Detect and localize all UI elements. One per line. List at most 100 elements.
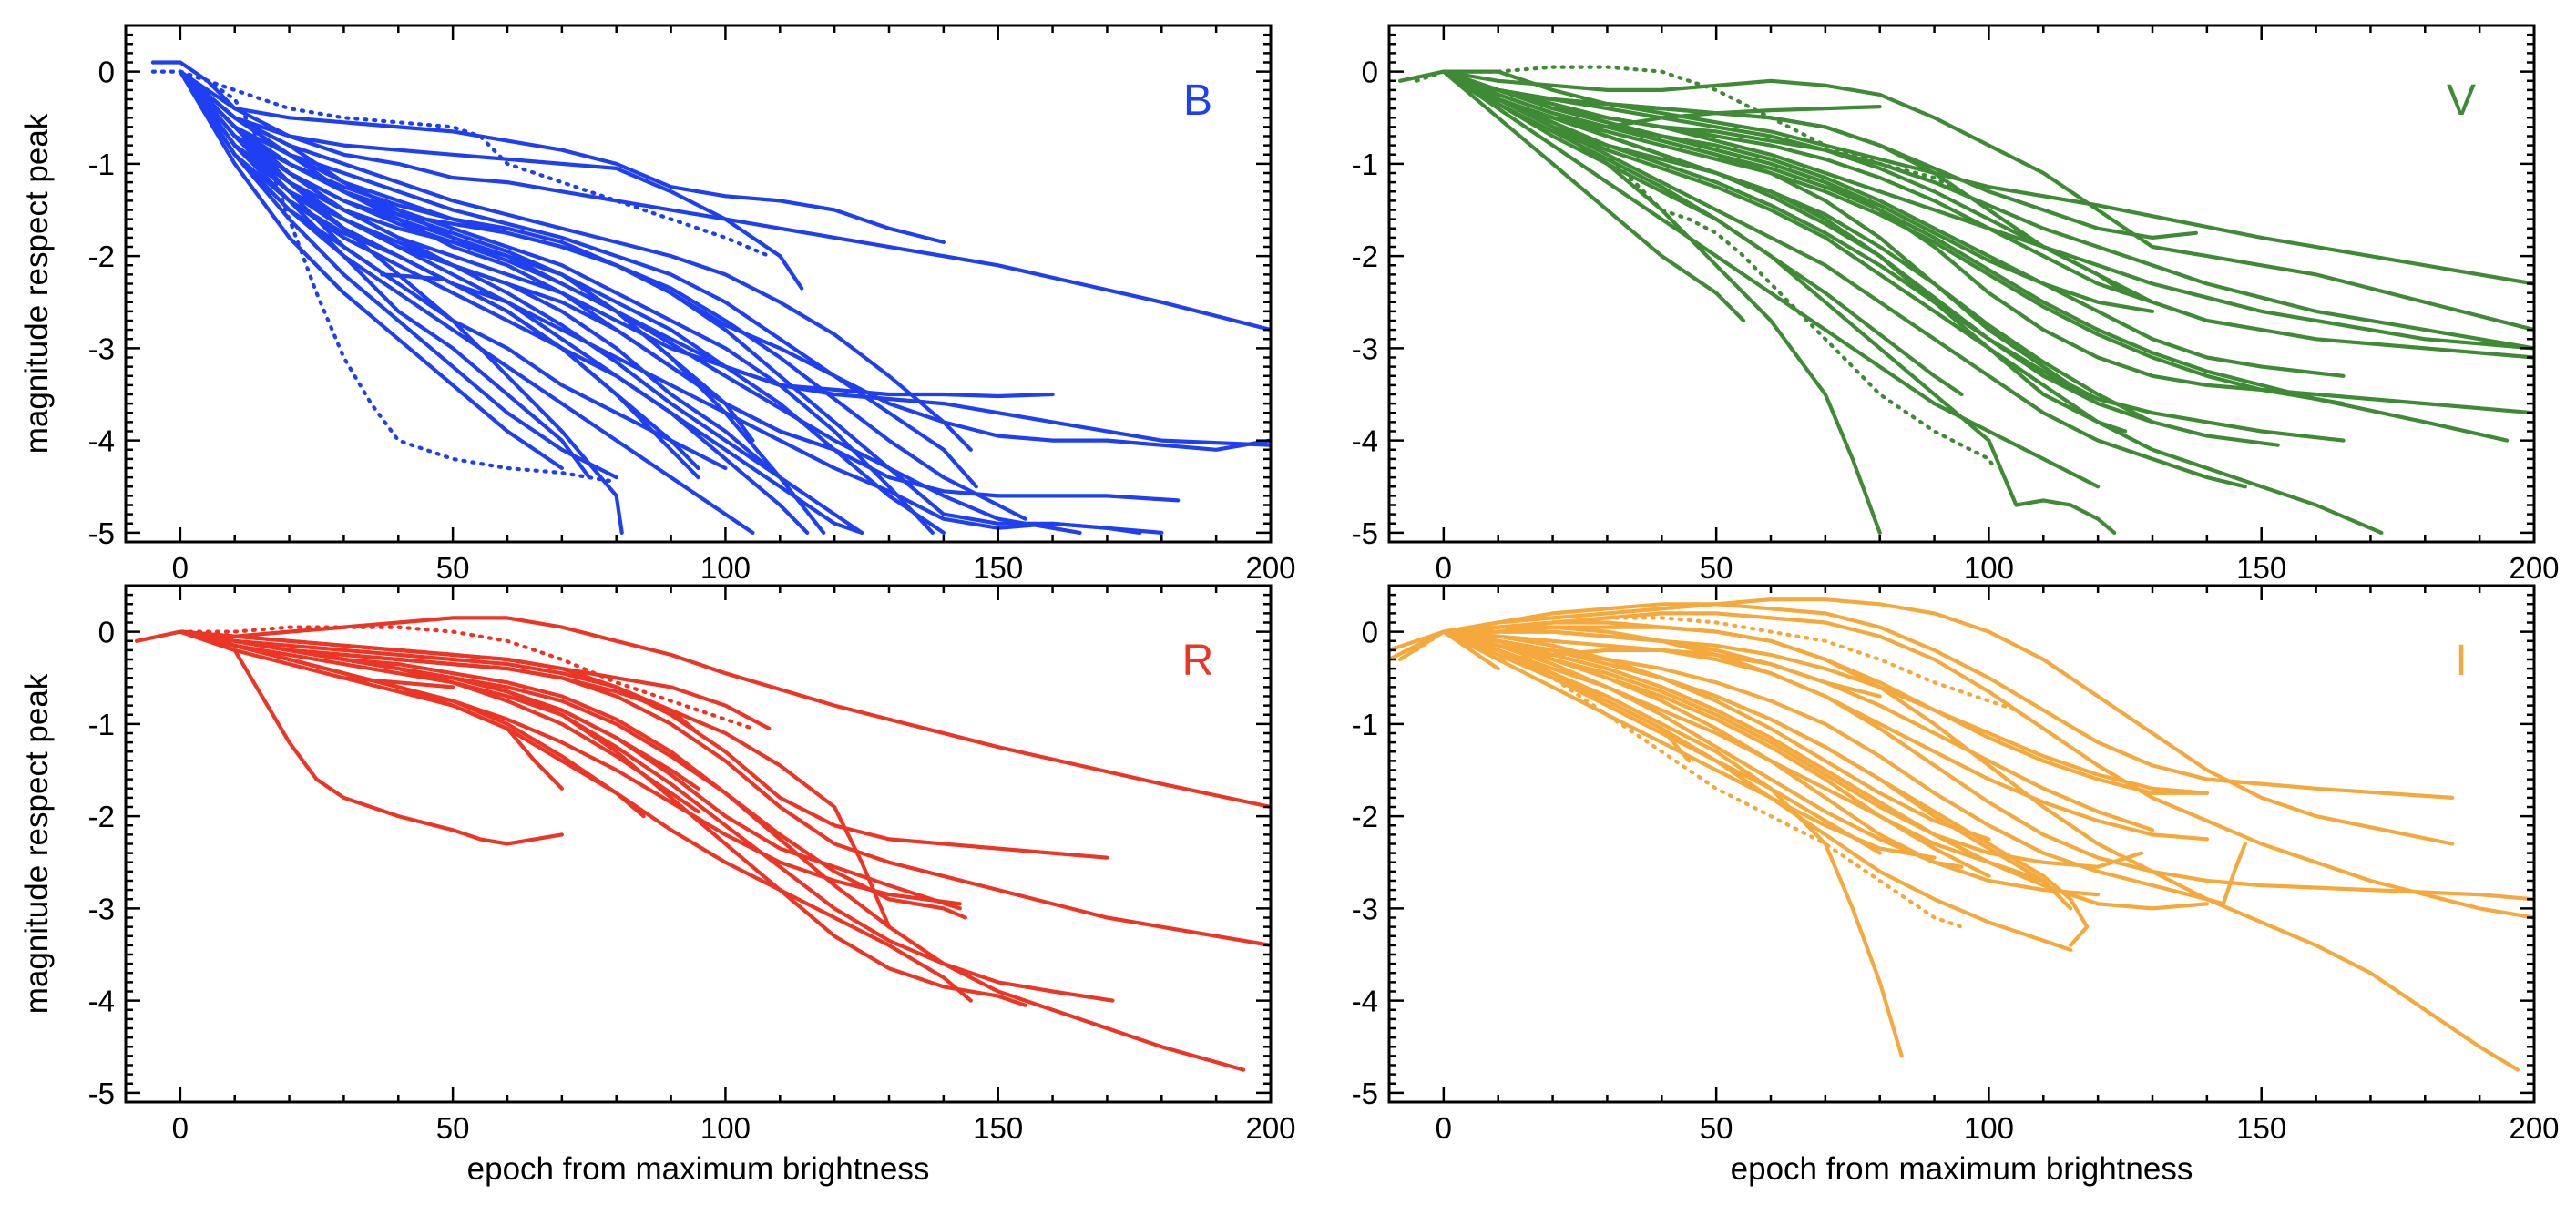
light-curve-b-31: [178, 69, 864, 535]
y-tick-label: -3: [1352, 332, 1378, 365]
light-curve-b-29: [178, 69, 978, 489]
x-tick-label: 0: [172, 551, 189, 585]
light-curve-i-26: [1441, 629, 1692, 763]
light-curve-i-15: [1441, 620, 2209, 795]
x-tick-label: 200: [1245, 551, 1295, 585]
light-curve-b-30: [178, 69, 1082, 535]
light-curve-r-16: [178, 629, 1027, 1007]
x-tick-label: 100: [1964, 551, 2014, 585]
light-curve-i-21: [1441, 629, 1964, 869]
y-tick-label: -3: [88, 892, 115, 925]
light-curve-v-19: [1441, 69, 2155, 304]
x-tick-label: 200: [2509, 551, 2559, 585]
y-tick-label: -3: [1352, 892, 1378, 925]
light-curve-v-25: [1441, 69, 2073, 387]
curves: [150, 60, 1271, 535]
x-tick-label: 0: [1436, 551, 1452, 585]
light-curve-i-16: [1441, 629, 2046, 883]
x-tick-label: 150: [973, 1111, 1023, 1145]
light-curve-i-24: [1441, 625, 2209, 842]
y-tick-label: -5: [1352, 1077, 1378, 1110]
light-curve-v-28: [1605, 105, 1882, 129]
y-tick-label: -1: [88, 708, 115, 741]
x-tick-label: 100: [700, 1111, 751, 1145]
y-tick-label: -2: [88, 800, 115, 833]
light-curve-v-18: [1441, 69, 2101, 489]
light-curve-v-3: [1441, 69, 2534, 332]
x-tick-label: 200: [2509, 1111, 2559, 1145]
x-axis-label: epoch from maximum brightness: [1731, 1151, 2193, 1187]
y-tick-label: -1: [1352, 708, 1378, 741]
light-curve-r-7: [178, 629, 564, 846]
light-curve-r-0: [178, 625, 755, 730]
y-tick-label: -2: [88, 240, 115, 273]
light-curve-r-18: [178, 629, 564, 791]
light-curve-b-33: [178, 69, 1027, 521]
light-curve-i-13: [1441, 629, 2073, 911]
light-curve-i-2: [1389, 602, 2455, 800]
x-tick-label: 50: [436, 551, 470, 585]
light-curve-v-26: [1441, 69, 2198, 240]
light-curve-v-8: [1441, 69, 2117, 535]
light-curve-i-25: [1441, 629, 1991, 842]
curves: [134, 616, 1271, 1072]
light-curve-b-28: [380, 272, 445, 281]
y-tick-label: -4: [1352, 424, 1378, 458]
panel-i-band: 0 50 100 150 200 0 -1 -2 -3 -4 -5 epoch from maximu…: [1352, 584, 2560, 1187]
light-curve-r-13: [178, 629, 772, 730]
x-tick-label: 0: [1436, 1111, 1452, 1145]
x-tick-label: 200: [1245, 1111, 1295, 1145]
curves: [1389, 597, 2534, 1072]
y-tick-label: -4: [88, 985, 115, 1018]
light-curve-b-26: [178, 69, 564, 471]
light-curve-v-27: [1441, 69, 2128, 434]
axis-ticks: [124, 584, 1273, 1104]
light-curve-b-2: [150, 60, 1271, 332]
light-curve-r-12: [178, 629, 700, 736]
axis-ticks: [1387, 584, 2536, 1104]
light-curve-r-19: [342, 676, 455, 689]
light-curve-i-28: [1496, 648, 1882, 699]
light-curve-i-6: [1441, 629, 2534, 902]
y-tick-label: -2: [1352, 240, 1378, 273]
light-curve-v-20: [1441, 69, 2155, 415]
light-curve-r-5: [178, 629, 1246, 1072]
curves: [1397, 65, 2534, 535]
light-curve-v-4: [1441, 69, 2534, 360]
light-curve-v-7: [1441, 69, 2247, 489]
x-tick-label: 150: [2236, 1111, 2286, 1145]
panel-r-band: 0 50 100 150 200 0 -1 -2 -3 -4 -5 magnitude respect…: [19, 584, 1296, 1187]
light-curve-b-24: [178, 69, 618, 480]
y-tick-label: 0: [98, 56, 115, 89]
light-curve-b-7: [178, 69, 1271, 452]
light-curve-v-21: [1441, 69, 1964, 397]
x-tick-label: 100: [1964, 1111, 2014, 1145]
light-curve-v-2: [1397, 69, 2534, 286]
y-tick-label: 0: [1362, 56, 1378, 89]
light-curve-b-32: [178, 69, 700, 471]
light-curve-b-22: [178, 69, 591, 480]
band-label: R: [1182, 637, 1214, 685]
y-tick-label: -5: [88, 1077, 115, 1110]
light-curve-i-5: [1441, 625, 2520, 1072]
y-tick-label: -4: [88, 424, 115, 458]
light-curve-i-27: [1441, 629, 1500, 671]
light-curve-r-1: [134, 616, 1271, 810]
light-curve-b-21: [178, 69, 973, 452]
panel-b-band: 0 50 100 150 200 0 -1 -2 -3 -4 -5 magnitude respect…: [19, 24, 1296, 585]
y-tick-label: -2: [1352, 800, 1378, 833]
light-curve-i-17: [1441, 629, 2019, 873]
light-curve-b-0: [150, 69, 618, 485]
x-tick-label: 100: [700, 551, 751, 585]
light-curve-v-11: [1441, 69, 2346, 406]
light-curve-v-13: [1441, 69, 2384, 535]
x-tick-label: 50: [1700, 551, 1733, 585]
x-tick-label: 50: [436, 1111, 470, 1145]
y-tick-label: -3: [88, 332, 115, 365]
plot-frame: [1387, 24, 2536, 544]
axis-ticks: [124, 24, 1273, 544]
y-tick-label: -4: [1352, 985, 1378, 1018]
y-tick-label: -1: [1352, 148, 1378, 181]
x-tick-label: 150: [2236, 551, 2286, 585]
x-tick-label: 150: [973, 551, 1023, 585]
